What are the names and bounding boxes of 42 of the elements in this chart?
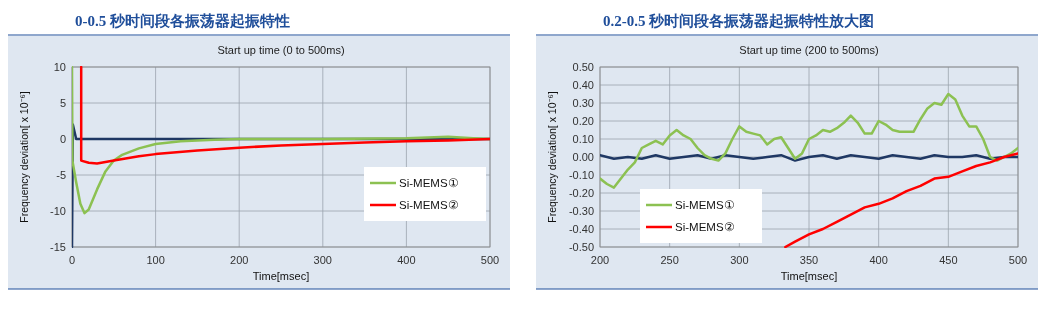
y-axis-title: Frequency deviation[ x 10⁻⁶] — [18, 91, 30, 223]
legend-label: Si-MEMS① — [675, 199, 735, 211]
x-tick-label: 200 — [590, 254, 610, 266]
y-tick-label: -0.40 — [568, 223, 594, 235]
x-tick-label: 300 — [313, 254, 332, 266]
x-tick-label: 400 — [869, 254, 888, 266]
chart-subtitle: Start up time (200 to 500ms) — [739, 44, 879, 56]
y-tick-label: -5 — [56, 169, 66, 181]
legend-label: Si-MEMS② — [399, 199, 459, 211]
y-tick-label: 0 — [59, 133, 66, 145]
x-tick-label: 400 — [397, 254, 416, 266]
y-tick-label: -0.50 — [568, 241, 594, 253]
x-tick-label: 450 — [939, 254, 958, 266]
x-tick-label: 350 — [799, 254, 819, 266]
y-tick-label: -0.10 — [568, 169, 594, 181]
y-axis-title: Frequency deviation[ x 10⁻⁶] — [546, 91, 558, 223]
x-tick-label: 250 — [660, 254, 679, 266]
y-tick-label: 0.30 — [572, 97, 594, 109]
chart-subtitle: Start up time (0 to 500ms) — [217, 44, 345, 56]
x-axis-title: Time[msec] — [252, 270, 310, 282]
x-tick-label: 100 — [146, 254, 165, 266]
y-tick-label: 0.50 — [572, 61, 594, 73]
y-tick-label: 10 — [53, 61, 66, 73]
x-tick-label: 500 — [480, 254, 500, 266]
y-tick-label: 0.00 — [572, 151, 594, 163]
y-tick-label: 5 — [59, 97, 66, 109]
x-tick-label: 500 — [1008, 254, 1028, 266]
x-tick-label: 200 — [230, 254, 249, 266]
chart-title: 0.2-0.5 秒时间段各振荡器起振特性放大图 — [603, 13, 875, 29]
y-tick-label: 0.20 — [572, 115, 594, 127]
y-tick-label: -0.30 — [568, 205, 594, 217]
legend-label: Si-MEMS② — [675, 221, 735, 233]
x-tick-label: 0 — [68, 254, 76, 266]
chart-title: 0-0.5 秒时间段各振荡器起振特性 — [75, 13, 290, 29]
y-tick-label: 0.40 — [572, 79, 594, 91]
y-tick-label: -10 — [50, 205, 66, 217]
x-axis-title: Time[msec] — [780, 270, 838, 282]
y-tick-label: 0.10 — [572, 133, 594, 145]
y-tick-label: -0.20 — [568, 187, 594, 199]
y-tick-label: -15 — [50, 241, 66, 253]
legend-label: Si-MEMS① — [399, 177, 459, 189]
x-tick-label: 300 — [730, 254, 749, 266]
